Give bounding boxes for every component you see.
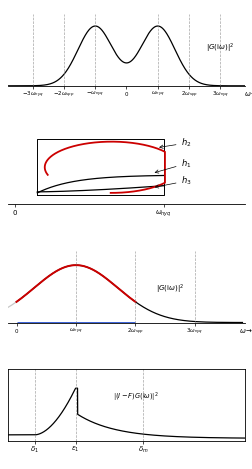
Text: $\omega\!\rightarrow$: $\omega\!\rightarrow$	[243, 90, 252, 98]
Text: $|G(\mathrm{i}\omega)|^2$: $|G(\mathrm{i}\omega)|^2$	[156, 283, 184, 296]
Text: $h_2$: $h_2$	[159, 137, 191, 149]
Text: $\omega\!\rightarrow$: $\omega\!\rightarrow$	[238, 326, 252, 334]
Text: $|G(\mathrm{i}\omega)|^2$: $|G(\mathrm{i}\omega)|^2$	[205, 42, 234, 55]
Text: $|(I-F)G(\mathrm{i}\omega)|^2$: $|(I-F)G(\mathrm{i}\omega)|^2$	[112, 391, 158, 404]
Text: $h_1$: $h_1$	[154, 157, 191, 173]
Text: $h_3$: $h_3$	[155, 174, 191, 188]
